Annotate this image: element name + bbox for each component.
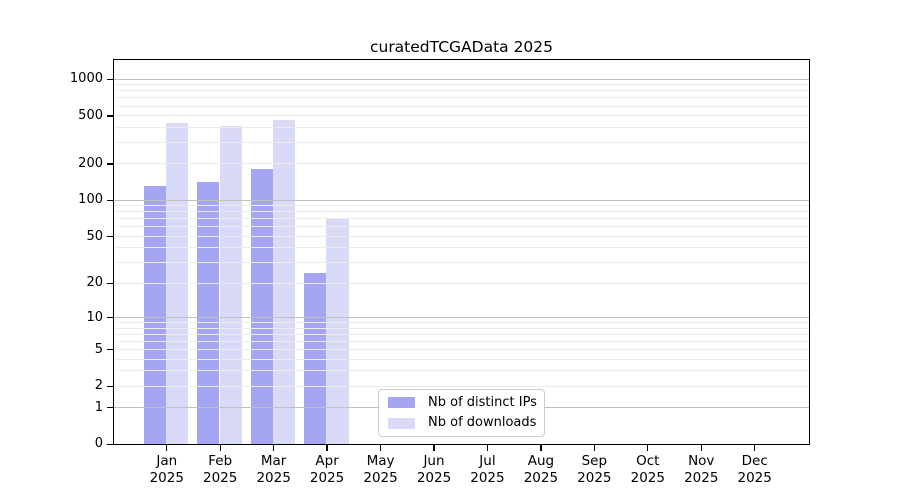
minor-gridline: [114, 84, 809, 86]
y-tick: [106, 235, 114, 238]
x-tick: [326, 444, 328, 451]
x-tick: [379, 444, 382, 451]
legend-label-distinct-ips: Nb of distinct IPs: [428, 394, 537, 410]
minor-gridline: [114, 97, 809, 99]
y-tick: [106, 163, 114, 165]
y-tick-label: 50: [86, 228, 103, 244]
major-gridline: [114, 78, 809, 80]
bar-distinct-ips-mar: [250, 168, 273, 444]
x-tick-label-oct: Oct 2025: [630, 453, 665, 486]
x-tick: [540, 444, 542, 451]
minor-gridline: [114, 105, 809, 107]
y-tick-label: 5: [94, 341, 103, 357]
y-tick-label: 1000: [69, 71, 103, 87]
minor-gridline: [114, 348, 809, 350]
minor-gridline: [114, 90, 809, 92]
minor-gridline: [114, 218, 809, 220]
minor-gridline: [114, 163, 809, 165]
x-tick-label-jul: Jul 2025: [470, 453, 505, 486]
x-tick-label-dec: Dec 2025: [737, 453, 772, 486]
x-tick: [272, 444, 275, 451]
minor-gridline: [114, 385, 809, 387]
y-tick-label: 200: [78, 156, 103, 172]
y-tick: [106, 115, 114, 117]
legend: Nb of distinct IPs Nb of downloads: [378, 389, 545, 437]
minor-gridline: [114, 235, 809, 237]
x-tick-label-aug: Aug 2025: [523, 453, 559, 486]
legend-swatch-distinct-ips: [388, 397, 415, 409]
x-tick-label-mar: Mar 2025: [256, 453, 291, 486]
x-tick: [647, 444, 649, 451]
y-tick-label: 10: [86, 309, 103, 325]
legend-label-downloads: Nb of downloads: [428, 415, 537, 431]
major-gridline: [114, 199, 809, 201]
x-tick: [486, 444, 489, 451]
x-tick: [593, 444, 596, 451]
minor-gridline: [114, 282, 809, 284]
y-tick: [106, 443, 114, 445]
legend-item-downloads: Nb of downloads: [388, 415, 537, 433]
x-tick-label-feb: Feb 2025: [203, 453, 238, 486]
y-tick-label: 20: [86, 275, 103, 291]
minor-gridline: [114, 126, 809, 128]
minor-gridline: [114, 327, 809, 329]
y-tick-label: 100: [78, 192, 103, 208]
x-tick-label-jan: Jan 2025: [149, 453, 184, 486]
major-gridline: [114, 316, 809, 318]
bar-distinct-ips-jan: [143, 186, 167, 444]
legend-swatch-downloads: [388, 417, 415, 429]
minor-gridline: [114, 321, 809, 323]
y-tick: [106, 282, 114, 285]
x-tick-label-may: May 2025: [363, 453, 398, 486]
x-tick-label-nov: Nov 2025: [684, 453, 719, 486]
minor-gridline: [114, 115, 809, 117]
plot-area: [113, 59, 810, 445]
y-tick-label: 1: [94, 399, 103, 415]
y-tick: [106, 78, 114, 80]
legend-item-distinct-ips: Nb of distinct IPs: [388, 394, 537, 412]
minor-gridline: [114, 205, 809, 207]
x-tick: [219, 444, 221, 451]
minor-gridline: [114, 226, 809, 228]
minor-gridline: [114, 370, 809, 372]
x-tick: [433, 444, 435, 451]
x-tick: [754, 444, 756, 451]
x-tick: [166, 444, 168, 451]
y-tick: [106, 385, 114, 387]
x-tick: [700, 444, 702, 451]
x-tick-label-sep: Sep 2025: [577, 453, 612, 486]
y-tick-label: 2: [94, 378, 103, 394]
minor-gridline: [114, 340, 809, 342]
y-tick: [106, 316, 114, 319]
y-tick-label: 0: [94, 436, 103, 452]
minor-gridline: [114, 262, 809, 264]
y-tick: [106, 348, 114, 351]
x-tick-label-apr: Apr 2025: [309, 453, 345, 486]
y-tick-label: 500: [78, 107, 103, 123]
y-tick: [106, 199, 114, 202]
y-tick: [106, 406, 114, 409]
minor-gridline: [114, 211, 809, 213]
minor-gridline: [114, 142, 809, 144]
minor-gridline: [114, 358, 809, 360]
minor-gridline: [114, 333, 809, 335]
chart-title: curatedTCGAData 2025: [369, 38, 554, 56]
x-tick-label-jun: Jun 2025: [416, 453, 452, 486]
grid-layer: [114, 60, 809, 444]
bar-downloads-apr: [326, 218, 349, 444]
minor-gridline: [114, 247, 809, 249]
